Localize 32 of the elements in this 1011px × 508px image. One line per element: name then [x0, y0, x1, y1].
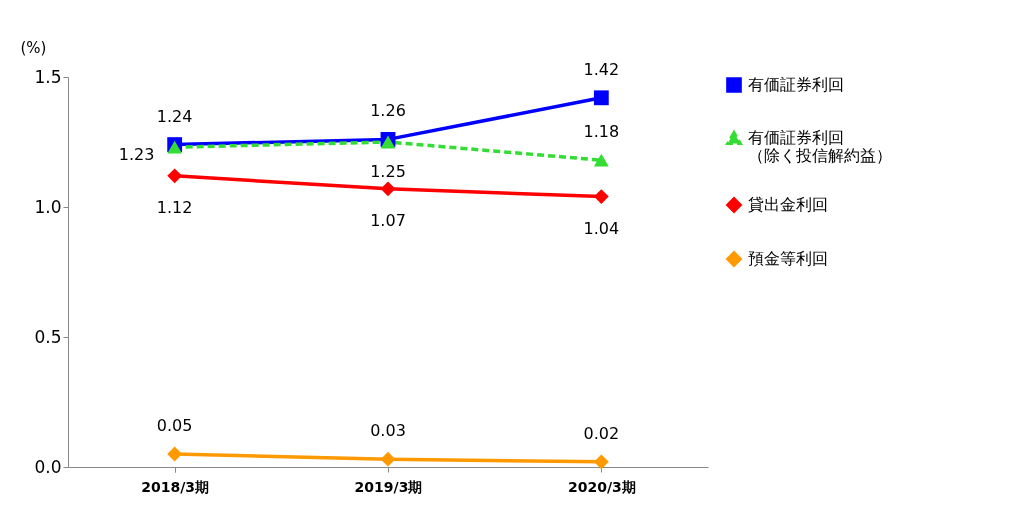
legend-label: 有価証券利回（除く投信解約益） [748, 128, 892, 165]
data-label: 1.04 [583, 218, 620, 238]
data-label: 1.12 [156, 197, 193, 217]
x-tick-label: 2018/3期 [141, 478, 210, 495]
point [593, 454, 609, 470]
x-tick-label: 2020/3期 [567, 478, 636, 495]
y-axis-title: (%) [20, 38, 47, 57]
data-label: 1.18 [583, 122, 620, 142]
data-label: 1.07 [370, 210, 406, 230]
y-tick-label: 0.5 [34, 326, 62, 347]
point [380, 181, 396, 197]
legend-label: 貸出金利回 [748, 195, 828, 214]
data-label: 1.42 [583, 59, 620, 79]
legend-label: 預金等利回 [748, 249, 828, 268]
data-label: 1.24 [156, 106, 193, 126]
point [593, 153, 609, 167]
point [593, 189, 609, 205]
data-label: 0.02 [583, 423, 620, 443]
data-label: 1.23 [118, 145, 155, 165]
point [380, 451, 396, 467]
point [167, 446, 183, 462]
point [593, 90, 609, 106]
legend-label: 有価証券利回 [748, 75, 844, 94]
data-label: 1.25 [370, 162, 406, 181]
y-tick-label: 0.0 [34, 456, 62, 477]
data-label: 0.05 [156, 416, 193, 435]
data-label: 1.26 [370, 101, 406, 121]
data-label: 0.03 [370, 421, 406, 441]
y-tick-label: 1.5 [34, 66, 62, 87]
point [167, 168, 183, 184]
y-tick-label: 1.0 [34, 196, 62, 217]
x-tick-label: 2019/3期 [354, 478, 423, 495]
